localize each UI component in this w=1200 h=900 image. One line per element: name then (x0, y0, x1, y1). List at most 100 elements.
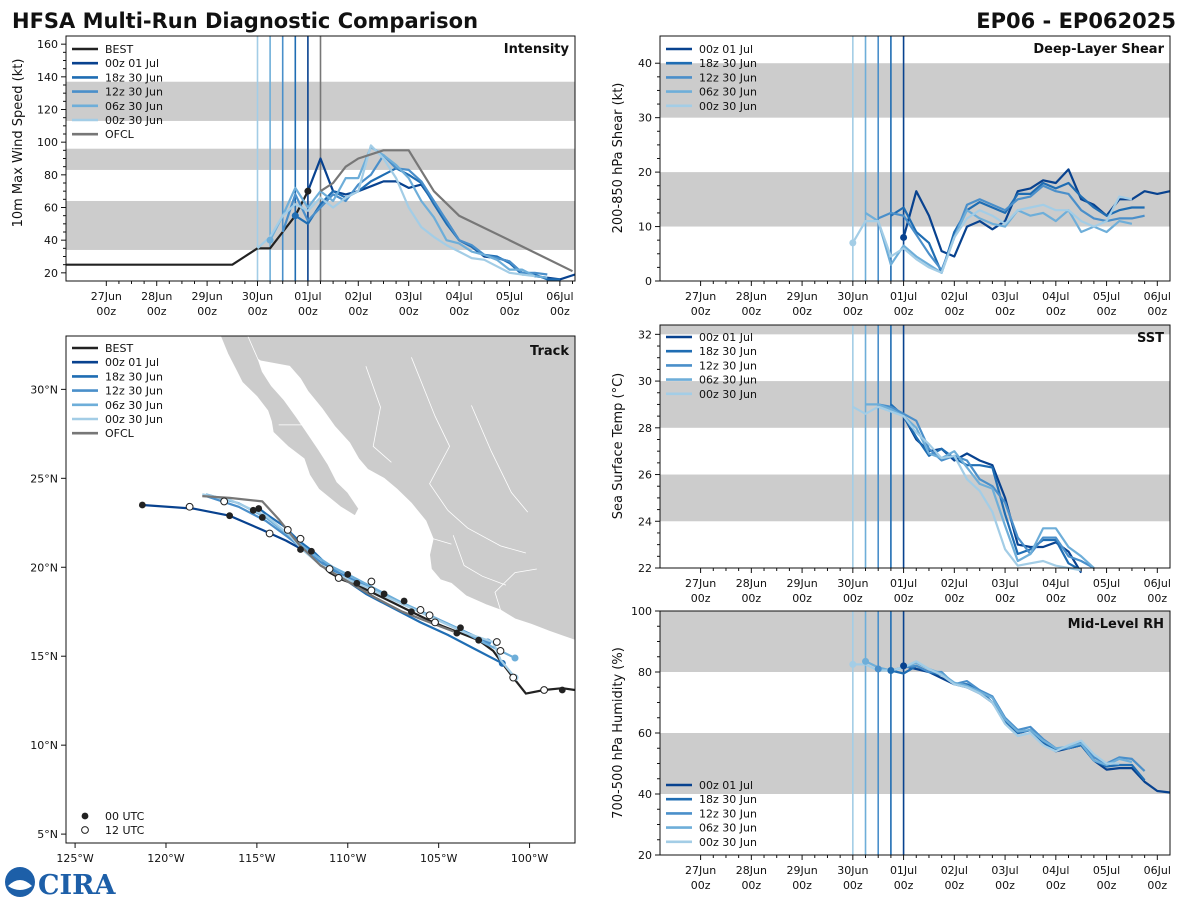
intensity-xtick-hour: 00z (197, 305, 217, 318)
track-panel: 125°W 120°W 115°W 110°W 105°W 100°W 5°N 10°N 15°… (30, 335, 576, 865)
shear-ytick-label: 10 (638, 221, 652, 234)
track-series-best (301, 548, 575, 695)
sst-legend-label-00z-30-jun: 00z 30 Jun (699, 388, 757, 401)
shear-series-18z-30-jun (890, 181, 1145, 274)
track-point-00utc (297, 546, 304, 553)
intensity-series-best (66, 190, 309, 266)
rh-marker-00z-01-jul (900, 662, 908, 670)
track-legend-label-18z-30-jun: 18z 30 Jun (105, 370, 163, 383)
intensity-series-06z-30-jun (269, 146, 548, 279)
track-ytick-label: 15°N (30, 650, 58, 663)
intensity-ytick-label: 60 (44, 202, 58, 215)
rh-xtick-date: 01Jul (890, 864, 917, 877)
rh-series-00z-30-jun (852, 660, 1120, 765)
sst-xtick-date: 04Jul (1042, 577, 1069, 590)
shear-legend-label-00z-30-jun: 00z 30 Jun (699, 100, 757, 113)
storm-id: EP06 - EP062025 (976, 9, 1176, 33)
shear-xtick-hour: 00z (843, 305, 863, 318)
intensity-xtick-hour: 00z (500, 305, 520, 318)
intensity-legend-label-00z-01-jul: 00z 01 Jul (105, 57, 159, 70)
sst-series-12z-30-jun (877, 403, 1095, 569)
shear-xtick-date: 02Jul (941, 290, 968, 303)
track-legend-label-06z-30-jun: 06z 30 Jun (105, 399, 163, 412)
intensity-xtick-date: 01Jul (294, 290, 321, 303)
track-point-00utc (344, 570, 352, 578)
shear-series-12z-30-jun (877, 184, 1145, 272)
shear-xtick-hour: 00z (944, 305, 964, 318)
intensity-marker-best (304, 187, 312, 195)
shear-xtick-date: 05Jul (1093, 290, 1120, 303)
state-border (471, 405, 529, 513)
intensity-legend-label-18z-30-jun: 18z 30 Jun (105, 71, 163, 84)
track-frame (65, 335, 576, 844)
shear-xtick-hour: 00z (792, 305, 812, 318)
intensity-xtick-date: 03Jul (395, 290, 422, 303)
intensity-legend-label-06z-30-jun: 06z 30 Jun (105, 100, 163, 113)
intensity-xtick-date: 27Jun (91, 290, 122, 303)
track-xtick-label: 120°W (147, 852, 184, 865)
intensity-ytick-label: 140 (37, 71, 58, 84)
intensity-title: Intensity (504, 42, 570, 57)
track-point-00utc (400, 597, 408, 605)
state-border (433, 538, 452, 545)
track-point-00utc (457, 624, 464, 632)
cira-logo-text: CIRA (38, 870, 117, 900)
rh-title: Mid-Level RH (1068, 617, 1164, 632)
rh-xtick-hour: 00z (894, 879, 914, 892)
rh-legend-label-00z-01-jul: 00z 01 Jul (699, 779, 753, 792)
track-series-ofcl (202, 495, 454, 633)
intensity-series-ofcl (319, 149, 573, 273)
track-series-00z-01-jul (142, 503, 303, 551)
sst-ytick-label: 28 (638, 422, 652, 435)
shear-title: Deep-Layer Shear (1033, 42, 1164, 57)
sst-ylabel: Sea Surface Temp (°C) (611, 373, 626, 520)
rh-xtick-hour: 00z (741, 879, 761, 892)
intensity-ytick-label: 100 (37, 136, 58, 149)
intensity-panel: 20 40 60 80 100 120 140 160 27Jun 00z 28Jun 00z 29Ju… (11, 35, 576, 318)
rh-xtick-date: 06Jul (1144, 864, 1171, 877)
sst-xtick-hour: 00z (691, 592, 711, 605)
sst-series-00z-30-jun (852, 405, 1082, 572)
rh-ytick-label: 40 (638, 788, 652, 801)
state-border (411, 357, 451, 511)
shear-series-06z-30-jun (864, 209, 1133, 274)
sst-xtick-date: 27Jun (685, 577, 716, 590)
sst-xtick-hour: 00z (792, 592, 812, 605)
intensity-series-00z-30-jun (256, 144, 535, 278)
shear-marker-00z-01-jul (900, 233, 908, 241)
track-xtick-label: 115°W (238, 852, 275, 865)
intensity-legend-label-best: BEST (105, 43, 133, 56)
track-legend-label-best: BEST (105, 342, 133, 355)
sst-xtick-hour: 00z (843, 592, 863, 605)
rh-panel: 20 40 60 80 100 27Jun 00z 28Jun 00z 29Jun 00z 30Jun… (611, 605, 1171, 892)
track-point-00utc (475, 636, 483, 644)
rh-xtick-hour: 00z (691, 879, 711, 892)
rh-xtick-hour: 00z (792, 879, 812, 892)
sst-frame (659, 324, 1171, 569)
track-point-00utc (258, 514, 266, 521)
rh-xtick-hour: 00z (843, 879, 863, 892)
shear-legend-label-18z-30-jun: 18z 30 Jun (699, 57, 757, 70)
shear-xtick-date: 04Jul (1042, 290, 1069, 303)
track-series-06z-30-jun (205, 493, 516, 659)
rh-marker-18z-30-jun (887, 666, 895, 674)
track-point-12utc (325, 565, 334, 573)
baja-california (220, 336, 360, 517)
rh-legend-label-18z-30-jun: 18z 30 Jun (699, 793, 757, 806)
shear-xtick-date: 03Jul (991, 290, 1018, 303)
intensity-xtick-hour: 00z (147, 305, 167, 318)
rh-xtick-date: 02Jul (941, 864, 968, 877)
track-ytick-label: 30°N (30, 383, 58, 396)
sst-legend-label-12z-30-jun: 12z 30 Jun (699, 359, 757, 372)
track-ytick-label: 20°N (30, 561, 58, 574)
rh-legend-label-00z-30-jun: 00z 30 Jun (699, 836, 757, 849)
track-point-12utc (220, 497, 229, 506)
sst-xtick-date: 03Jul (991, 577, 1018, 590)
track-point-00utc (407, 608, 415, 616)
shear-ytick-label: 20 (638, 166, 652, 179)
rh-xtick-hour: 00z (1147, 879, 1167, 892)
track-point-00utc (255, 505, 263, 512)
sst-xtick-hour: 00z (894, 592, 914, 605)
shear-xtick-date: 01Jul (890, 290, 917, 303)
intensity-xtick-hour: 00z (248, 305, 268, 318)
